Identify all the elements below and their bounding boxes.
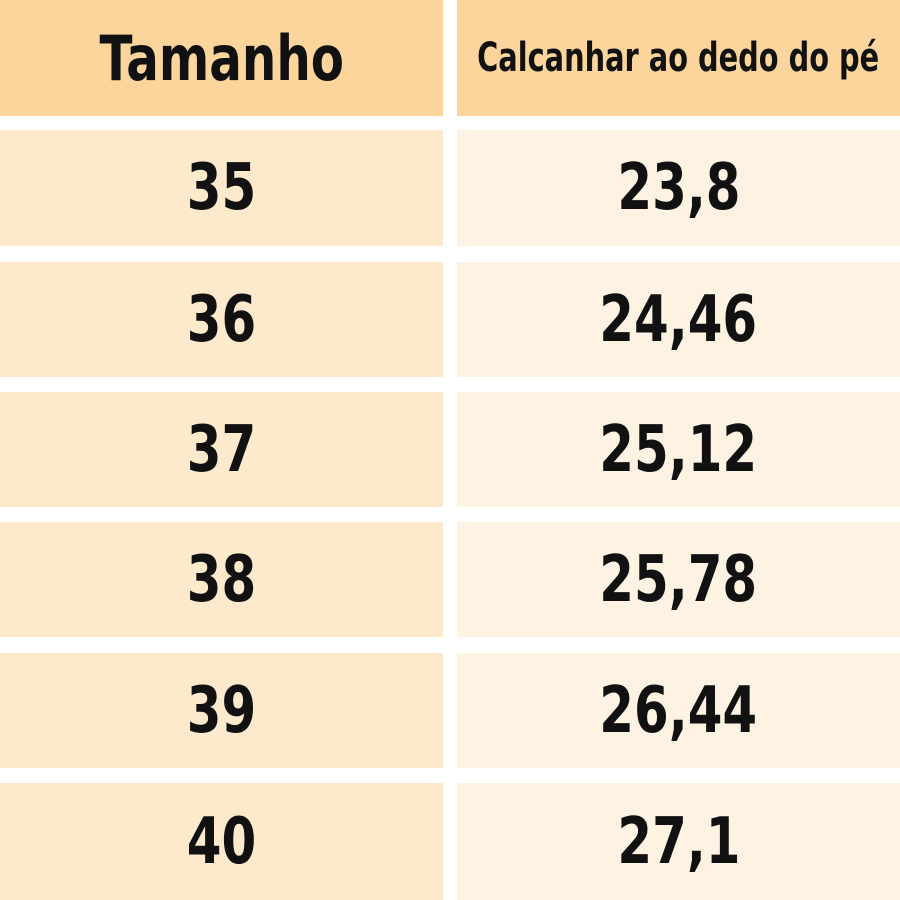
heel-to-toe-cell: 24,46 xyxy=(457,262,900,377)
length-value: 24,46 xyxy=(599,282,758,357)
heel-to-toe-cell: 25,12 xyxy=(457,392,900,507)
heel-to-toe-cell: 27,1 xyxy=(457,783,900,900)
size-value: 40 xyxy=(186,804,257,879)
heel-to-toe-cell: 23,8 xyxy=(457,130,900,246)
length-value: 25,12 xyxy=(599,412,758,487)
length-value: 26,44 xyxy=(599,673,758,748)
size-cell: 36 xyxy=(0,262,443,377)
size-value: 39 xyxy=(186,673,257,748)
length-value: 23,8 xyxy=(616,151,741,225)
size-cell: 39 xyxy=(0,653,443,768)
size-value: 38 xyxy=(186,542,257,617)
size-value: 37 xyxy=(186,412,257,487)
size-cell: 38 xyxy=(0,522,443,637)
size-value: 35 xyxy=(186,151,257,225)
header-heel-to-toe: Calcanhar ao dedo do pé xyxy=(457,0,900,116)
size-value: 36 xyxy=(186,282,257,357)
length-value: 27,1 xyxy=(616,804,741,879)
header-heel-to-toe-label: Calcanhar ao dedo do pé xyxy=(477,35,880,81)
length-value: 25,78 xyxy=(599,542,758,617)
header-size: Tamanho xyxy=(0,0,443,116)
header-size-label: Tamanho xyxy=(99,21,344,95)
size-cell: 40 xyxy=(0,783,443,900)
size-cell: 37 xyxy=(0,392,443,507)
size-cell: 35 xyxy=(0,130,443,246)
heel-to-toe-cell: 26,44 xyxy=(457,653,900,768)
heel-to-toe-cell: 25,78 xyxy=(457,522,900,637)
